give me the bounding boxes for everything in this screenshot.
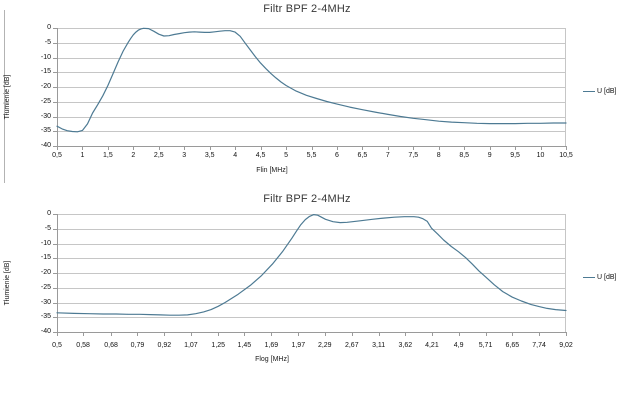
legend-label: U [dB] (597, 274, 617, 281)
y-tick-label: -25 (40, 97, 51, 105)
x-tick-label: 0,68 (104, 342, 118, 349)
y-tick-label: -20 (40, 269, 51, 276)
chart-title: Filtr BPF 2-4MHz (263, 193, 351, 205)
y-tick-label: -15 (40, 68, 51, 76)
x-tick-label: 7,5 (408, 152, 419, 159)
x-axis-title: Flin [MHz] (256, 167, 288, 174)
x-tick-label: 2 (131, 152, 136, 159)
x-tick-label: 4,21 (425, 342, 439, 349)
x-tick-label: 3,62 (398, 342, 413, 349)
legend-line-marker (583, 91, 595, 92)
y-tick-label: -20 (40, 83, 51, 90)
chart-title: Filtr BPF 2-4MHz (263, 3, 351, 15)
x-tick-label: 6,65 (505, 342, 520, 349)
x-tick-label: 0,58 (76, 342, 90, 349)
x-tick-label: 3,5 (204, 152, 215, 159)
x-tick-label: 4,9 (453, 342, 464, 349)
x-tick-label: 1,5 (103, 152, 113, 159)
x-tick-label: 3 (182, 152, 187, 159)
x-tick-label: 3,11 (372, 342, 386, 349)
y-tick-label: 0 (47, 24, 51, 31)
x-tick-label: 9 (487, 152, 492, 159)
x-tick-label: 5 (284, 152, 288, 159)
x-tick-label: 2,67 (344, 342, 359, 349)
y-tick-label: 0 (47, 210, 51, 217)
y-tick-label: -30 (40, 112, 51, 120)
plot-area (53, 214, 567, 336)
legend: U [dB] (583, 88, 616, 95)
x-tick-label: 7 (385, 152, 390, 159)
chart-log-axis: Filtr BPF 2-4MHz Tłumienie [dB] 0 -5 -10 -1… (0, 186, 640, 386)
y-tick-label: -40 (40, 328, 51, 335)
x-tick-label: 8,5 (459, 152, 470, 159)
x-tick-label: 5,5 (306, 152, 317, 159)
x-tick-label: 4,5 (255, 152, 266, 159)
x-tick-label: 2,5 (153, 152, 164, 159)
y-tick-label: -15 (40, 254, 51, 262)
y-tick-label: -40 (40, 142, 51, 149)
x-tick-label: 10 (536, 152, 545, 159)
y-tick-label: -35 (40, 313, 51, 321)
y-tick-label: -5 (44, 224, 51, 232)
x-tick-label: 1,25 (211, 342, 226, 349)
x-tick-label: 1,45 (237, 342, 252, 349)
x-tick-label: 1 (80, 152, 85, 159)
x-tick-label: 8 (436, 152, 441, 159)
x-tick-label: 9,5 (510, 152, 520, 159)
y-tick-label: -10 (40, 239, 51, 247)
y-tick-label: -10 (40, 53, 51, 61)
chart-linear-axis: Filtr BPF 2-4MHz Tłumienie [dB] 0 -5 -10 -1… (0, 0, 640, 200)
y-tick-label: -35 (40, 127, 51, 135)
x-tick-label: 0,92 (157, 342, 172, 349)
x-tick-label: 6,5 (357, 152, 368, 159)
x-tick-label: 5,71 (478, 342, 493, 349)
plot-area (53, 27, 567, 150)
x-tick-label: 1,69 (264, 342, 279, 349)
x-tick-label: 0,79 (130, 342, 145, 349)
legend: U [dB] (583, 274, 616, 281)
x-tick-label: 1,07 (184, 342, 198, 349)
x-tick-label: 2,29 (317, 342, 332, 349)
legend-label: U [dB] (597, 88, 617, 95)
x-tick-label: 0,5 (52, 152, 62, 159)
x-tick-label: 9,02 (559, 342, 573, 349)
legend-line-marker (583, 277, 595, 278)
x-axis-title: Flog [MHz] (255, 356, 289, 363)
x-tick-label: 6 (334, 152, 339, 159)
page-left-rule (4, 10, 5, 183)
x-tick-label: 10,5 (559, 152, 573, 159)
x-tick-label: 0,5 (52, 342, 62, 349)
y-tick-label: -25 (40, 283, 51, 291)
x-tick-label: 4 (233, 152, 238, 159)
y-tick-label: -30 (40, 298, 51, 306)
x-tick-label: 1,97 (291, 342, 306, 349)
y-tick-label: -5 (44, 38, 51, 46)
x-tick-label: 7,74 (532, 342, 546, 349)
